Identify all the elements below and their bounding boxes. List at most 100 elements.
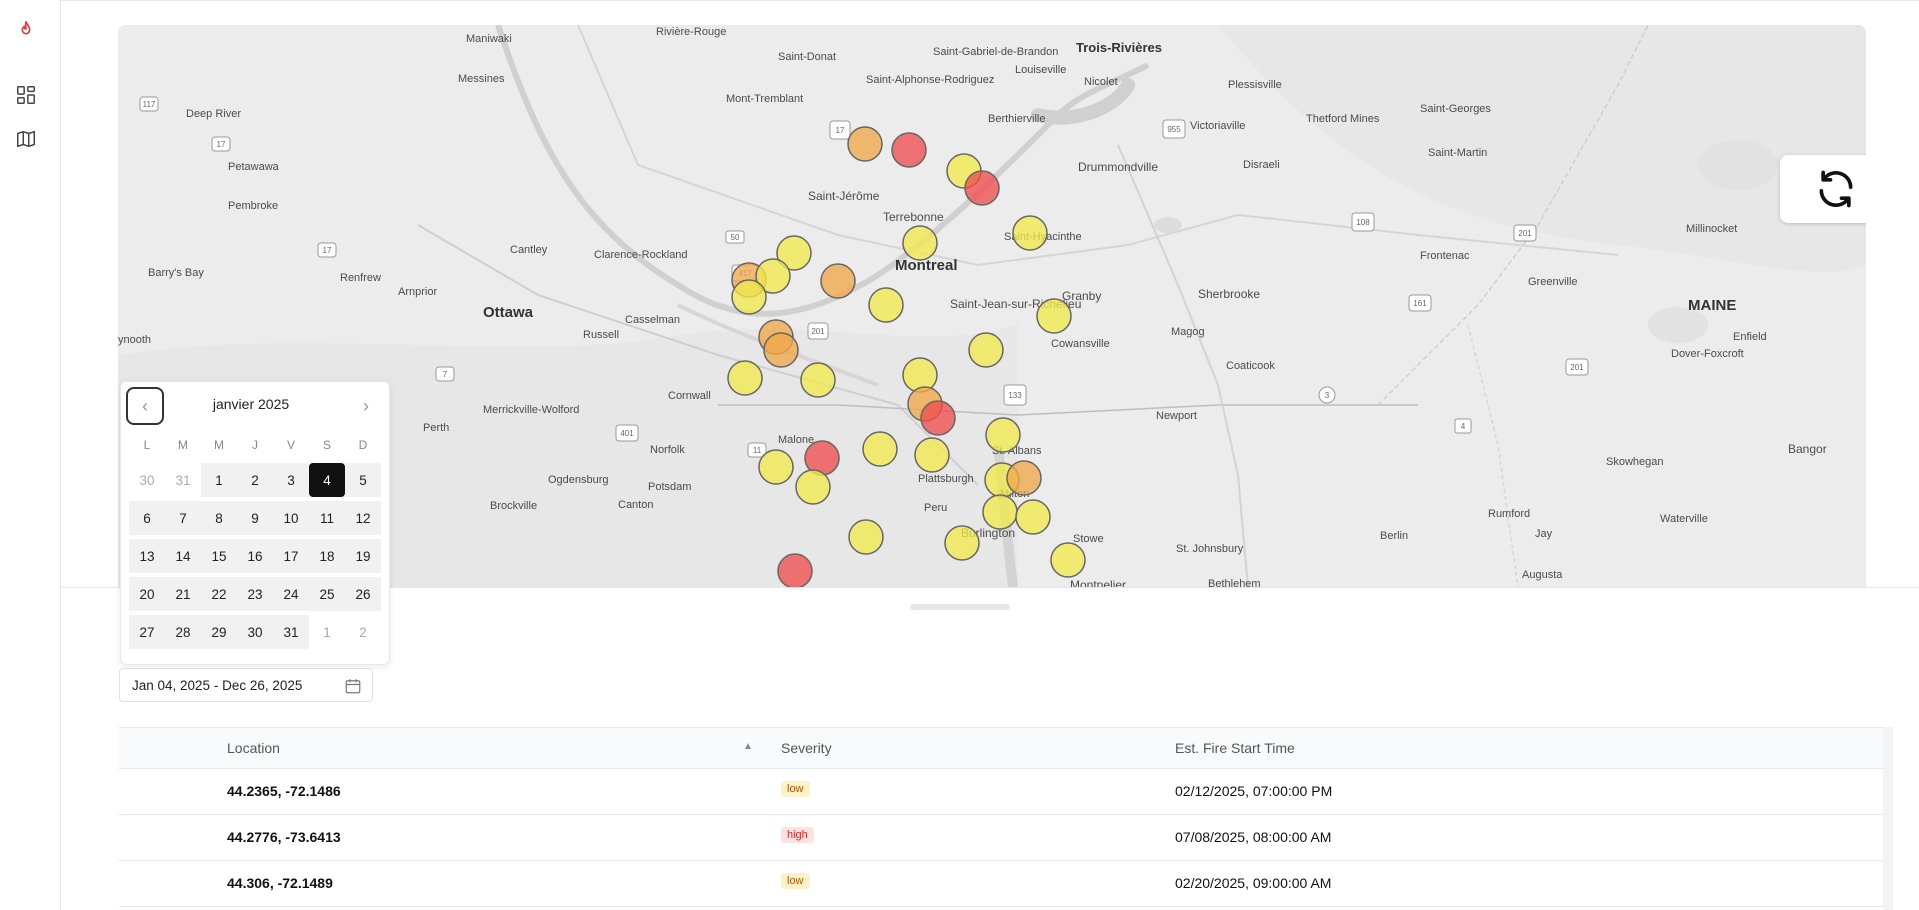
column-header-severity[interactable]: Severity xyxy=(781,740,832,756)
calendar-day[interactable]: 19 xyxy=(345,539,381,573)
calendar-day[interactable]: 6 xyxy=(129,501,165,535)
fire-markers[interactable] xyxy=(727,126,1086,587)
fire-marker-low[interactable] xyxy=(1036,298,1072,334)
calendar-day[interactable]: 31 xyxy=(175,472,191,488)
fire-marker-medium[interactable] xyxy=(1006,460,1042,496)
place-label: Granby xyxy=(1062,289,1101,303)
fire-marker-low[interactable] xyxy=(800,362,836,398)
calendar-day-selected[interactable]: 4 xyxy=(309,463,345,497)
calendar-day[interactable]: 9 xyxy=(237,501,273,535)
calendar-day[interactable]: 1 xyxy=(323,624,331,640)
calendar-day[interactable]: 10 xyxy=(273,501,309,535)
calendar-day[interactable]: 2 xyxy=(237,463,273,497)
calendar-day[interactable]: 27 xyxy=(129,615,165,649)
calendar-day[interactable]: 11 xyxy=(309,501,345,535)
calendar-day[interactable]: 25 xyxy=(309,577,345,611)
fire-marker-low[interactable] xyxy=(902,357,938,393)
fire-marker-low[interactable] xyxy=(862,431,898,467)
sort-ascending-icon[interactable]: ▲ xyxy=(743,741,753,752)
fire-marker-high[interactable] xyxy=(920,400,956,436)
calendar-day[interactable]: 30 xyxy=(237,615,273,649)
calendar-day[interactable]: 22 xyxy=(201,577,237,611)
table-row[interactable]: 44.2365, -72.1486 low 02/12/2025, 07:00:… xyxy=(119,769,1883,815)
fire-marker-high[interactable] xyxy=(891,132,927,168)
fire-marker-low[interactable] xyxy=(1050,542,1086,578)
column-header-start-time[interactable]: Est. Fire Start Time xyxy=(1175,740,1295,756)
calendar-day[interactable]: 24 xyxy=(273,577,309,611)
fire-marker-low[interactable] xyxy=(902,225,938,261)
calendar-day[interactable]: 16 xyxy=(237,539,273,573)
flame-icon[interactable] xyxy=(12,16,40,44)
fire-marker-low[interactable] xyxy=(868,287,904,323)
place-label: Saint-Martin xyxy=(1428,147,1487,159)
fire-marker-low[interactable] xyxy=(731,279,767,315)
next-month-button[interactable]: › xyxy=(353,393,379,419)
fire-marker-low[interactable] xyxy=(755,258,791,294)
place-label: Coaticook xyxy=(1226,360,1275,372)
table-row[interactable]: 44.2776, -73.6413 high 07/08/2025, 08:00… xyxy=(119,815,1883,861)
place-label: Malone xyxy=(778,434,814,446)
fire-marker-low[interactable] xyxy=(944,525,980,561)
svg-text:955: 955 xyxy=(1167,125,1181,134)
calendar-day[interactable]: 14 xyxy=(165,539,201,573)
map-icon[interactable] xyxy=(12,125,40,153)
fire-marker-medium[interactable] xyxy=(763,332,799,368)
highway-shield: 201 xyxy=(1565,358,1589,376)
calendar-day[interactable]: 1 xyxy=(201,463,237,497)
place-label: Nicolet xyxy=(1084,76,1118,88)
fire-map[interactable]: Rivière-Rouge Saint-Donat Saint-Gabriel-… xyxy=(118,25,1866,587)
fire-marker-low[interactable] xyxy=(985,417,1021,453)
place-label: Cornwall xyxy=(668,390,711,402)
table-scrollbar[interactable] xyxy=(1883,727,1893,910)
svg-text:117: 117 xyxy=(143,100,156,109)
fire-marker-low[interactable] xyxy=(776,235,812,271)
fire-marker-high[interactable] xyxy=(964,170,1000,206)
calendar-day[interactable]: 2 xyxy=(359,624,367,640)
calendar-day[interactable]: 8 xyxy=(201,501,237,535)
calendar-day[interactable]: 30 xyxy=(139,472,155,488)
calendar-day[interactable]: 31 xyxy=(273,615,309,649)
calendar-day[interactable]: 5 xyxy=(345,463,381,497)
calendar-day[interactable]: 26 xyxy=(345,577,381,611)
calendar-day[interactable]: 20 xyxy=(129,577,165,611)
calendar-icon[interactable] xyxy=(344,677,362,695)
fire-marker-low[interactable] xyxy=(982,494,1018,530)
map-canvas[interactable]: Rivière-Rouge Saint-Donat Saint-Gabriel-… xyxy=(118,25,1866,587)
calendar-day[interactable]: 28 xyxy=(165,615,201,649)
calendar-day[interactable]: 12 xyxy=(345,501,381,535)
calendar-day[interactable]: 29 xyxy=(201,615,237,649)
place-label: Rumford xyxy=(1488,508,1530,520)
refresh-button[interactable] xyxy=(1780,155,1866,223)
fire-marker-low[interactable] xyxy=(848,519,884,555)
calendar-day[interactable]: 23 xyxy=(237,577,273,611)
prev-month-button[interactable]: ‹ xyxy=(126,387,164,425)
weekday-label: J xyxy=(252,438,258,452)
place-label: Saint-Jérôme xyxy=(808,189,880,203)
resize-handle[interactable] xyxy=(910,604,1010,610)
fire-marker-low[interactable] xyxy=(795,469,831,505)
calendar-day[interactable]: 13 xyxy=(129,539,165,573)
table-row[interactable]: 44.306, -72.1489 low 02/20/2025, 09:00:0… xyxy=(119,861,1883,907)
calendar-day[interactable]: 17 xyxy=(273,539,309,573)
highway-shield: 401 xyxy=(615,424,639,442)
calendar-day[interactable]: 15 xyxy=(201,539,237,573)
calendar-day[interactable]: 3 xyxy=(273,463,309,497)
fire-marker-medium[interactable] xyxy=(820,263,856,299)
calendar-day[interactable]: 7 xyxy=(165,501,201,535)
calendar-day[interactable]: 18 xyxy=(309,539,345,573)
date-range-input[interactable]: Jan 04, 2025 - Dec 26, 2025 xyxy=(119,668,373,702)
fire-marker-low[interactable] xyxy=(758,449,794,485)
fire-marker-low[interactable] xyxy=(1012,215,1048,251)
cell-start-time: 07/08/2025, 08:00:00 AM xyxy=(1175,829,1332,845)
dashboard-icon[interactable] xyxy=(12,81,40,109)
svg-text:17: 17 xyxy=(836,126,845,135)
place-label: Russell xyxy=(583,329,619,341)
fire-marker-low[interactable] xyxy=(968,332,1004,368)
column-header-location[interactable]: Location xyxy=(227,740,280,756)
fire-marker-low[interactable] xyxy=(1015,499,1051,535)
fire-marker-high[interactable] xyxy=(777,553,813,587)
fire-marker-medium[interactable] xyxy=(847,126,883,162)
fire-marker-low[interactable] xyxy=(727,360,763,396)
calendar-day[interactable]: 21 xyxy=(165,577,201,611)
fire-marker-low[interactable] xyxy=(914,437,950,473)
